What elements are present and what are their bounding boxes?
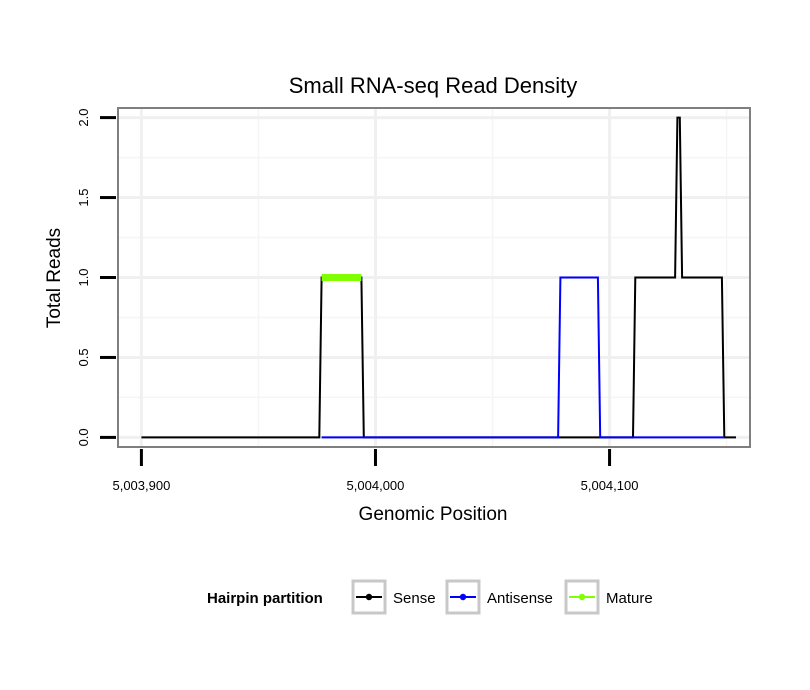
legend-label-mature: Mature (606, 590, 653, 607)
series-line-antisense (321, 276, 725, 439)
y-tick-label: 0.5 (76, 348, 91, 366)
x-tick-label: 5,003,900 (112, 478, 170, 493)
x-axis-title: Genomic Position (359, 504, 508, 525)
x-tick-label: 5,004,100 (581, 478, 639, 493)
legend-key-dot (365, 593, 373, 601)
legend-key-dot (578, 593, 586, 601)
x-tick-label: 5,004,000 (347, 478, 405, 493)
y-tick-label: 0.0 (76, 428, 91, 446)
y-tick-label: 1.5 (76, 189, 91, 207)
chart-title: Small RNA-seq Read Density (289, 73, 578, 98)
legend-key-dot (459, 593, 467, 601)
legend-title: Hairpin partition (207, 590, 323, 607)
series-layer (141, 116, 736, 439)
y-tick-label: 1.0 (76, 268, 91, 286)
legend-label-sense: Sense (393, 590, 436, 607)
y-axis: 0.0 0.5 1.0 1.5 2.0 (76, 109, 116, 446)
legend-items: Sense Antisense Mature (351, 579, 653, 615)
legend-label-antisense: Antisense (487, 590, 553, 607)
plot-panel-border (117, 107, 751, 448)
y-tick-label: 2.0 (76, 109, 91, 127)
x-axis: 5,003,900 5,004,000 5,004,100 (112, 449, 638, 493)
y-axis-title: Total Reads (44, 228, 65, 328)
legend: Hairpin partition Sense Antisense Mature (207, 579, 653, 615)
